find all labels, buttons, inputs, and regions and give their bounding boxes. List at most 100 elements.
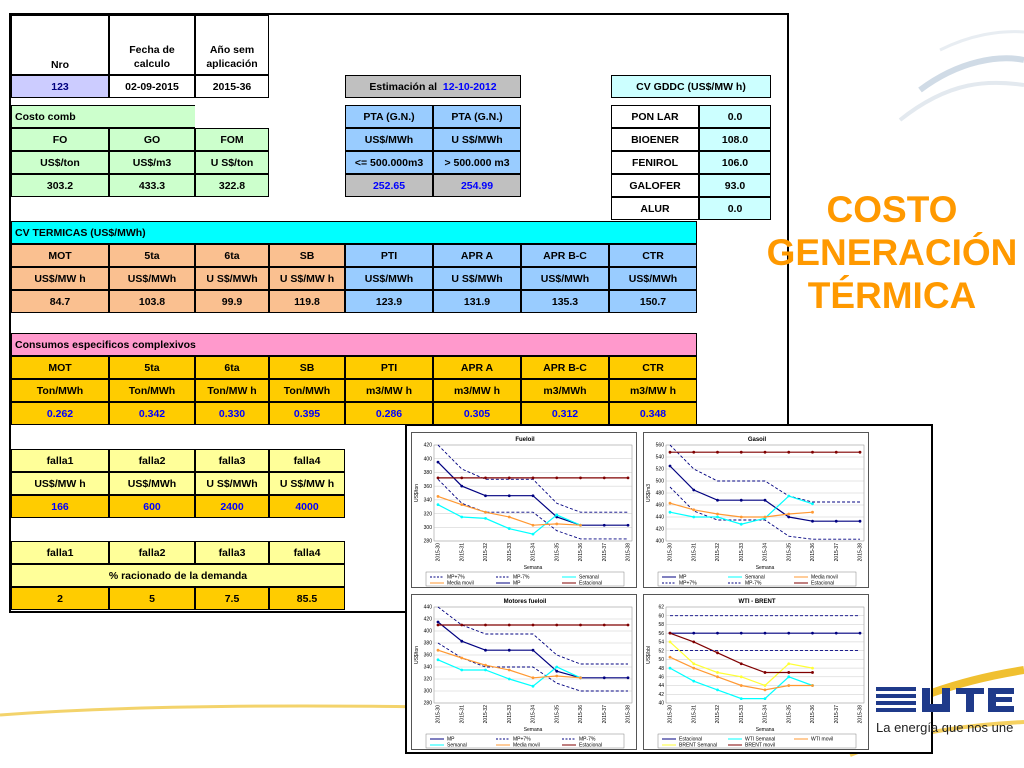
falla-value-1: 166: [11, 495, 109, 518]
cv-termicas-unit-row: US$/MW h US$/MWh U S$/MWh U S$/MW h US$/MWh U…: [11, 267, 697, 290]
title-line-1: COSTO: [826, 189, 958, 230]
legend-label: MP+7%: [679, 581, 697, 587]
y-tick-label: 340: [424, 665, 433, 671]
title-line-2: GENERACIÓN: [766, 232, 1018, 273]
x-tick-label: 2015-37: [602, 705, 608, 724]
data-point: [763, 515, 767, 519]
fuel-value-go: 433.3: [109, 174, 195, 197]
y-tick-label: 50: [658, 657, 664, 663]
gddc-value-2: 106.0: [699, 151, 771, 174]
cv-termicas-header-1: 5ta: [109, 244, 195, 267]
data-point: [787, 684, 791, 687]
data-point: [739, 522, 743, 526]
data-point: [858, 450, 862, 454]
data-point: [787, 494, 791, 498]
header-nro-label: Nro: [11, 15, 109, 75]
data-point: [716, 688, 719, 692]
cv-termicas-label: CV TERMICAS (US$/MWh): [11, 221, 697, 244]
falla-value-2: 600: [109, 495, 195, 518]
falla-unit-4: U S$/MW h: [269, 472, 345, 495]
data-point: [460, 503, 464, 507]
cost-spreadsheet: Nro Fecha de calculo Año sem aplicación …: [9, 13, 789, 613]
cv-termicas-value-0: 84.7: [11, 290, 109, 313]
falla-header-1: falla1: [11, 449, 109, 472]
data-point: [716, 450, 719, 454]
cv-termicas-header-4: PTI: [345, 244, 433, 267]
data-point: [787, 671, 791, 674]
legend-label: Estacional: [679, 737, 702, 743]
data-point: [787, 515, 791, 519]
data-point: [811, 684, 814, 687]
fuel-value-fo: 303.2: [11, 174, 109, 197]
data-point: [602, 523, 606, 527]
consumos-value-4: 0.286: [345, 402, 433, 425]
data-point: [436, 460, 440, 464]
y-tick-label: 560: [656, 443, 665, 449]
fuel-header-fo: FO: [11, 128, 109, 151]
fuel-unit-row: US$/ton US$/m3 U S$/ton <= 500.000m3 > 5…: [11, 151, 787, 174]
x-tick-label: 2015-38: [858, 543, 864, 562]
gddc-value-0: 0.0: [699, 105, 771, 128]
racion-header-row: falla1 falla2 falla3 falla4: [11, 541, 345, 564]
cv-termicas-header-row: MOT 5ta 6ta SB PTI APR A APR B-C CTR: [11, 244, 697, 267]
data-point: [531, 676, 535, 680]
falla-unit-2: US$/MWh: [109, 472, 195, 495]
data-point: [692, 450, 696, 454]
chart-svg-3: WTI - BRENT 40 42 44 46 48 50 52 54 56 58 60 62 2015-…: [646, 599, 865, 749]
data-point: [460, 476, 464, 480]
consumos-header-3: SB: [269, 356, 345, 379]
data-point: [739, 498, 743, 502]
y-tick-label: 400: [656, 539, 665, 545]
consumos-header-4: PTI: [345, 356, 433, 379]
data-point: [460, 484, 464, 488]
data-point: [739, 675, 743, 679]
data-point: [716, 515, 719, 519]
y-tick-label: 420: [656, 527, 665, 533]
gddc-value-3: 93.0: [699, 174, 771, 197]
gddc-name-3: GALOFER: [611, 174, 699, 197]
data-point: [739, 697, 743, 701]
consumos-header-1: 5ta: [109, 356, 195, 379]
x-tick-label: 2015-32: [715, 705, 721, 724]
fuel-header-row: FO GO FOM US$/MWh U S$/MWh BIOENER 108.0: [11, 128, 787, 151]
data-point: [531, 494, 535, 498]
consumos-value-2: 0.330: [195, 402, 269, 425]
racion-header-3: falla3: [195, 541, 269, 564]
x-axis-label: Semana: [524, 565, 543, 571]
chart-title: WTI - BRENT: [739, 599, 776, 605]
data-point: [716, 512, 719, 516]
data-point: [484, 668, 487, 672]
chart-svg-2: Motores fueloil 280 300 320 340 360 380 400 420 4…: [414, 599, 633, 749]
data-point: [668, 640, 672, 644]
data-point: [484, 516, 487, 520]
data-point: [668, 510, 672, 514]
data-point: [460, 656, 464, 660]
y-tick-label: 340: [424, 498, 433, 504]
racion-value-row: 2 5 7.5 85.5: [11, 587, 345, 610]
data-point: [626, 523, 630, 527]
x-tick-label: 2015-31: [691, 543, 697, 562]
y-tick-label: 320: [424, 677, 433, 683]
data-point: [692, 515, 696, 519]
x-tick-label: 2015-30: [668, 543, 674, 562]
consumos-header-5: APR A: [433, 356, 521, 379]
consumos-unit-2: Ton/MW h: [195, 379, 269, 402]
x-tick-label: 2015-32: [483, 543, 489, 562]
racion-label: % racionado de la demanda: [11, 564, 345, 587]
cv-termicas-value-row: 84.7 103.8 99.9 119.8 123.9 131.9 135.3 150.7: [11, 290, 697, 313]
consumos-unit-5: m3/MW h: [433, 379, 521, 402]
data-point: [763, 671, 767, 674]
data-point: [484, 494, 487, 498]
cv-termicas-value-7: 150.7: [609, 290, 697, 313]
series-line: [437, 478, 628, 540]
chart-legend: MP+7% MP-7% Semanal Media movil MP Estacional: [425, 571, 625, 587]
fuel-value-fom: 322.8: [195, 174, 269, 197]
racion-header-4: falla4: [269, 541, 345, 564]
x-tick-label: 2015-36: [578, 543, 584, 562]
legend-label: BRENT movil: [745, 743, 775, 749]
data-point: [436, 476, 440, 480]
pta-range-1: <= 500.000m3: [345, 151, 433, 174]
y-tick-label: 54: [658, 640, 664, 646]
pta-unit-2: U S$/MWh: [433, 128, 521, 151]
data-point: [811, 666, 814, 670]
